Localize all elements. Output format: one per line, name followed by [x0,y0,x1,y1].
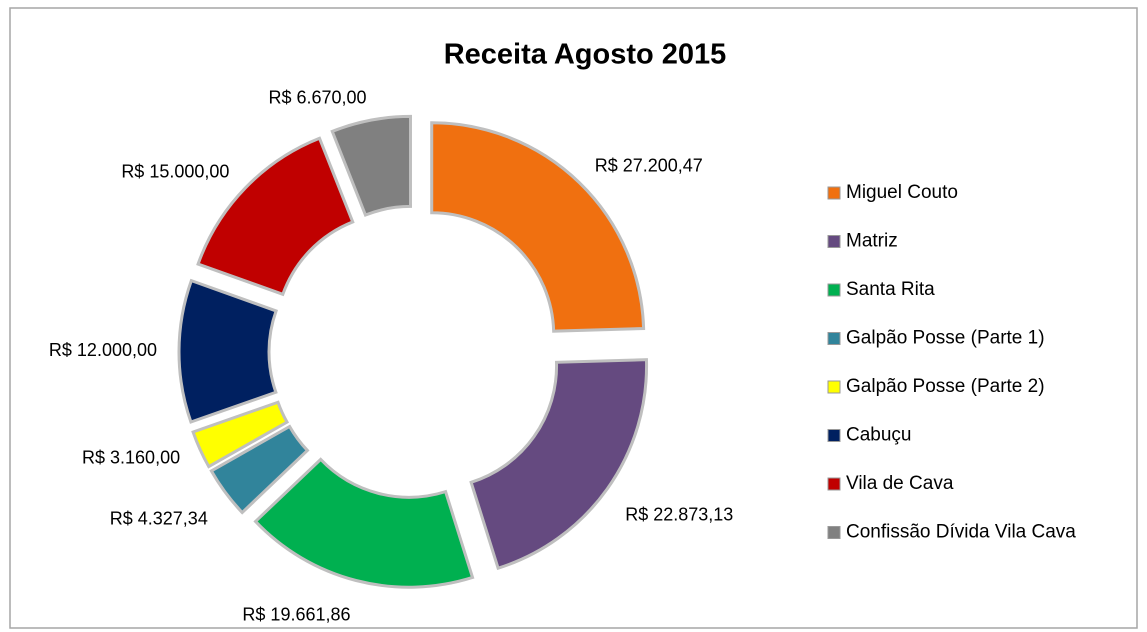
data-label: R$ 12.000,00 [49,340,157,360]
donut-slice [469,358,648,571]
donut-slice [330,114,412,217]
legend-label: Cabuçu [846,425,912,446]
donut-slice [209,424,310,515]
donut-slice [196,136,355,297]
data-label: R$ 3.160,00 [82,447,180,467]
legend-swatch [827,380,841,394]
chart-title: Receita Agosto 2015 [444,39,727,71]
legend-swatch [827,235,841,248]
legend-swatch [827,186,841,200]
data-label: R$ 19.661,86 [242,605,350,625]
data-label: R$ 6.670,00 [268,87,366,107]
data-label: R$ 22.873,13 [625,504,733,524]
legend-swatch [827,429,841,442]
donut-slice [253,457,475,589]
data-label: R$ 27.200,47 [595,156,703,176]
data-label: R$ 15.000,00 [121,162,229,182]
legend-swatch [827,332,841,345]
legend-swatch [827,477,841,491]
data-label: R$ 4.327,34 [110,509,208,529]
legend-label: Confissão Dívida Vila Cava [846,522,1076,543]
legend-label: Galpão Posse (Parte 2) [846,376,1045,397]
legend-label: Santa Rita [846,279,935,300]
legend-label: Matriz [846,231,898,252]
legend-swatch [827,526,841,539]
legend-swatch [827,283,841,297]
legend-label: Galpão Posse (Parte 1) [846,328,1045,349]
donut-slice [177,278,279,424]
legend-label: Miguel Couto [846,182,958,203]
donut-slice [191,400,290,469]
legend-label: Vila de Cava [846,473,954,494]
donut-slice [430,121,646,333]
